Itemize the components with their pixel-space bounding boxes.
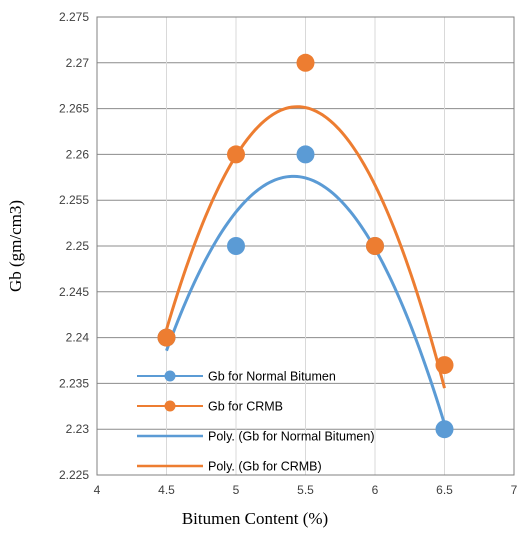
data-point-normal-bitumen: [227, 237, 245, 255]
trendline-normal-bitumen: [165, 174, 446, 425]
y-tick-label: 2.23: [66, 422, 90, 436]
y-tick-label: 2.27: [66, 56, 90, 70]
legend-label-crmb: Gb for CRMB: [208, 400, 283, 414]
data-point-crmb: [296, 53, 315, 72]
x-axis-ticks: 4 4.5 5 5.5 6 6.5 7: [94, 483, 518, 497]
x-tick-label: 4: [94, 483, 101, 497]
x-axis-title: Bitumen Content (%): [182, 509, 328, 528]
x-tick-label: 5.5: [297, 483, 314, 497]
data-point-crmb: [157, 328, 176, 347]
y-tick-label: 2.26: [66, 147, 90, 161]
x-tick-label: 6.5: [436, 483, 453, 497]
legend-marker-normal-bitumen: [164, 370, 176, 382]
y-tick-label: 2.275: [59, 10, 89, 24]
y-axis-title: Gb (gm/cm3): [6, 200, 25, 292]
x-tick-label: 6: [372, 483, 379, 497]
x-tick-label: 7: [511, 483, 518, 497]
y-tick-label: 2.245: [59, 285, 89, 299]
plot-area-border: [96, 16, 515, 476]
data-point-normal-bitumen: [435, 420, 454, 439]
data-points: [157, 53, 454, 439]
trendlines: [165, 105, 446, 425]
x-tick-label: 4.5: [158, 483, 175, 497]
legend: Gb for Normal Bitumen Gb for CRMB Poly. (G…: [137, 370, 374, 474]
data-point-crmb: [366, 237, 384, 255]
legend-label-poly-normal-bitumen: Poly. (Gb for Normal Bitumen): [208, 430, 374, 444]
y-tick-label: 2.255: [59, 193, 89, 207]
x-tick-label: 5: [233, 483, 240, 497]
y-tick-label: 2.225: [59, 468, 89, 482]
data-point-crmb: [435, 356, 454, 375]
legend-marker-crmb: [164, 400, 176, 412]
data-point-crmb: [227, 145, 245, 164]
legend-label-normal-bitumen: Gb for Normal Bitumen: [208, 370, 336, 384]
trendline-crmb: [165, 105, 446, 389]
legend-label-poly-crmb: Poly. (Gb for CRMB): [208, 460, 322, 474]
y-tick-label: 2.265: [59, 102, 89, 116]
data-point-normal-bitumen: [296, 145, 315, 164]
y-tick-label: 2.25: [66, 239, 90, 253]
y-axis-ticks: 2.225 2.23 2.235 2.24 2.245 2.25 2.255 2.26 2.26…: [59, 10, 89, 482]
y-tick-label: 2.24: [66, 331, 90, 345]
y-tick-label: 2.235: [59, 376, 89, 390]
